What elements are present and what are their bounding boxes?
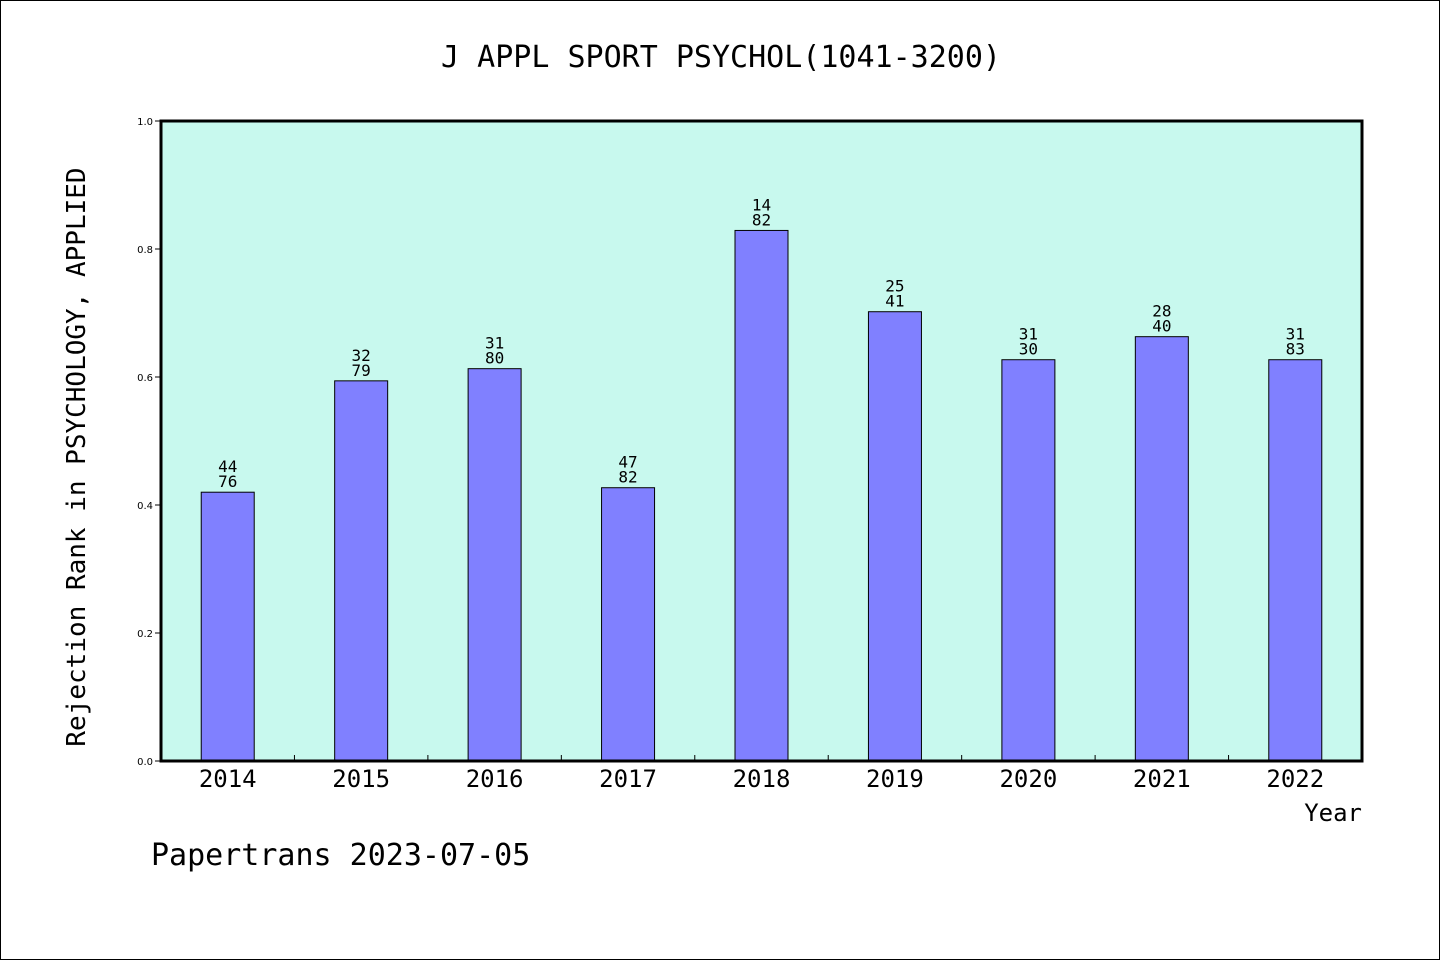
x-tick-label: 2014 (199, 765, 257, 793)
bar-label-bottom: 83 (1286, 340, 1305, 359)
bar-label-bottom: 30 (1019, 340, 1038, 359)
bar-2020 (1001, 359, 1056, 762)
bar-label-bottom: 80 (485, 349, 504, 368)
x-tick-label: 2022 (1266, 765, 1324, 793)
y-axis-ticks: 0.0 0.2 0.4 0.6 0.8 1.0 (137, 117, 161, 768)
x-tick-label: 2017 (599, 765, 657, 793)
bar-2014 (200, 491, 255, 762)
bar-label-bottom: 79 (352, 361, 371, 380)
bar-label-bottom: 82 (752, 210, 771, 229)
x-tick-label: 2018 (733, 765, 791, 793)
plot-border (159, 119, 1364, 763)
chart-title: J APPL SPORT PSYCHOL(1041-3200) (441, 40, 1001, 75)
bar-2022 (1268, 359, 1323, 762)
x-axis-ticks: 2014 2015 2016 2017 2018 2019 2020 2021 2022 (199, 755, 1324, 793)
bar-2015 (334, 380, 389, 762)
bar-2017 (601, 487, 656, 762)
y-axis-label: Rejection Rank in PSYCHOLOGY, APPLIED (62, 167, 92, 746)
bar-label-bottom: 41 (885, 292, 904, 311)
y-tick-label: 0.0 (137, 757, 153, 768)
bar-label-top: 31 (1286, 325, 1305, 344)
bar-label-top: 31 (485, 334, 504, 353)
bar-2018 (734, 229, 789, 762)
bar-2019 (867, 311, 922, 762)
y-tick-label: 0.2 (137, 629, 153, 640)
bars (200, 229, 1323, 762)
bar-2016 (467, 368, 522, 762)
x-tick-label: 2015 (332, 765, 390, 793)
x-tick-label: 2019 (866, 765, 924, 793)
bar-label-bottom: 82 (618, 468, 637, 487)
bar-label-top: 25 (885, 277, 904, 296)
bar-label-bottom: 40 (1152, 317, 1171, 336)
bar-label-bottom: 76 (218, 472, 237, 491)
bar-label-top: 44 (218, 457, 237, 476)
bar-label-top: 28 (1152, 302, 1171, 321)
bar-2021 (1134, 336, 1189, 762)
bar-label-top: 32 (352, 346, 371, 365)
footer-credit: Papertrans 2023-07-05 (151, 838, 530, 873)
y-tick-label: 0.4 (137, 501, 153, 512)
x-axis-label: Year (1304, 799, 1362, 827)
y-tick-label: 1.0 (137, 117, 153, 128)
x-tick-label: 2021 (1133, 765, 1191, 793)
bar-label-top: 14 (752, 195, 771, 214)
y-tick-label: 0.6 (137, 373, 153, 384)
x-tick-label: 2020 (999, 765, 1057, 793)
x-tick-label: 2016 (466, 765, 524, 793)
y-tick-label: 0.8 (137, 245, 153, 256)
bar-label-top: 31 (1019, 325, 1038, 344)
bar-label-top: 47 (618, 453, 637, 472)
